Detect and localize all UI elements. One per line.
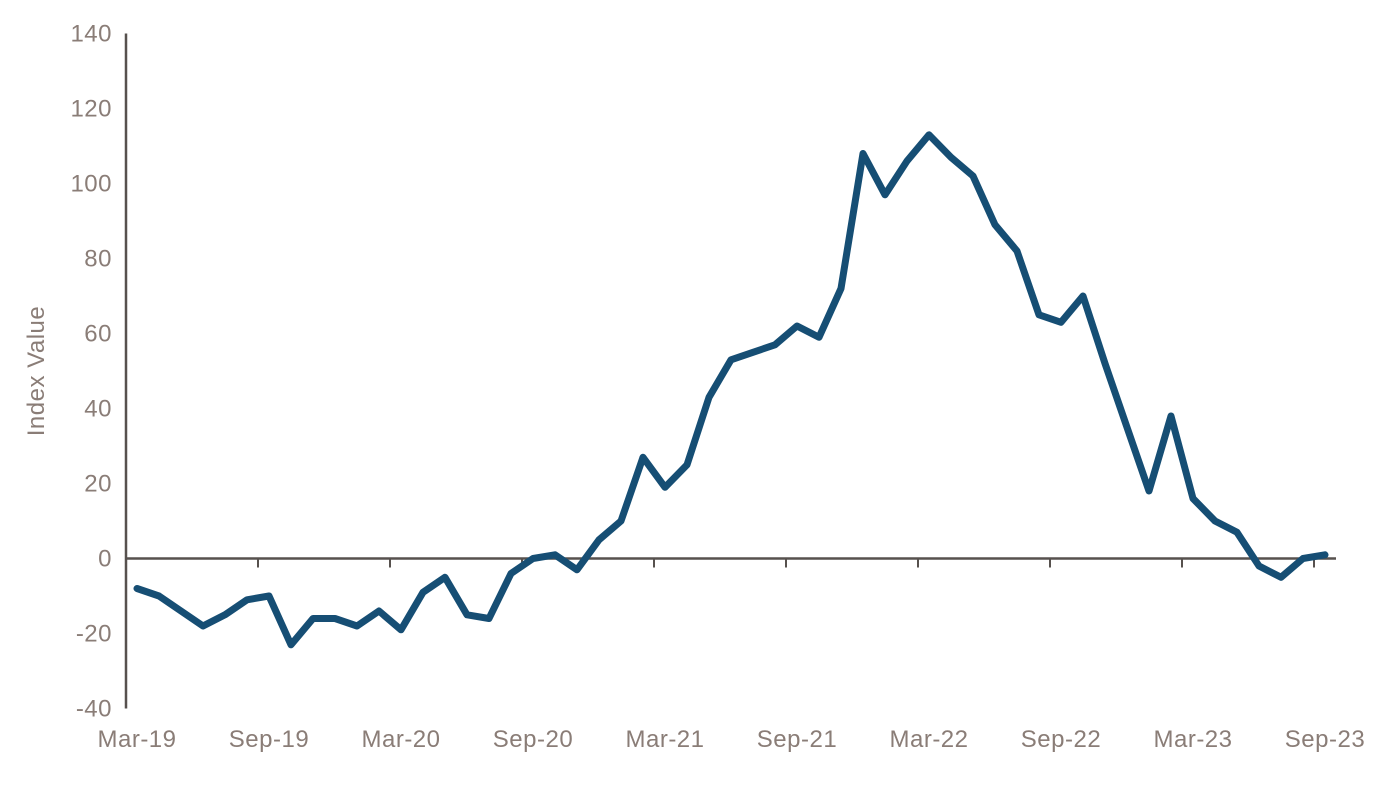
- y-tick-label: 60: [84, 321, 112, 348]
- x-tick-label: Mar-21: [625, 726, 704, 753]
- x-tick-label: Sep-22: [1021, 726, 1101, 753]
- x-tick-label: Mar-22: [889, 726, 968, 753]
- y-tick-label: 100: [70, 171, 112, 198]
- x-tick-label: Mar-20: [361, 726, 440, 753]
- y-tick-label: 40: [84, 396, 112, 423]
- x-tick-label: Sep-19: [229, 726, 309, 753]
- y-tick-label: -20: [76, 621, 112, 648]
- y-tick-label: 140: [70, 21, 112, 48]
- y-tick-label: -40: [76, 696, 112, 723]
- y-axis-title: Index Value: [23, 305, 50, 437]
- y-tick-label: 20: [84, 471, 112, 498]
- y-tick-label: 0: [98, 546, 112, 573]
- x-tick-label: Sep-21: [757, 726, 837, 753]
- y-tick-label: 120: [70, 96, 112, 123]
- x-tick-label: Sep-23: [1285, 726, 1365, 753]
- y-tick-label: 80: [84, 246, 112, 273]
- x-tick-label: Mar-19: [97, 726, 176, 753]
- index-value-line: [133, 131, 1329, 649]
- x-tick-label: Sep-20: [493, 726, 573, 753]
- x-tick-label: Mar-23: [1153, 726, 1232, 753]
